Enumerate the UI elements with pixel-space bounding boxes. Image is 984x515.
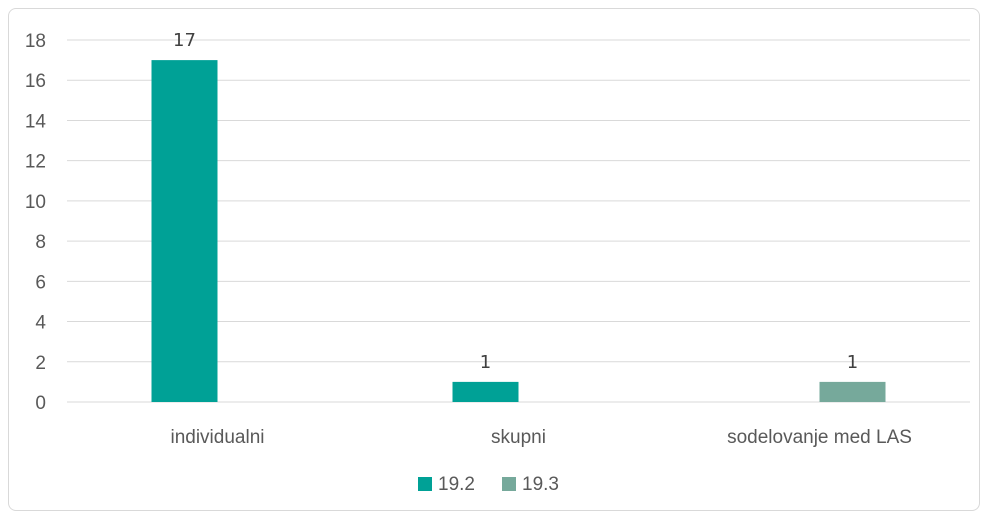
y-tick-label: 14 (25, 111, 47, 132)
y-tick-label: 16 (25, 71, 46, 92)
y-tick-label: 4 (35, 313, 46, 334)
y-tick-label: 18 (25, 31, 46, 52)
data-label: 1 (480, 352, 491, 373)
legend-swatch (502, 477, 516, 491)
data-label: 17 (173, 30, 196, 51)
y-tick-label: 10 (25, 192, 46, 213)
data-label: 1 (847, 352, 858, 373)
y-tick-label: 0 (35, 393, 46, 414)
y-tick-label: 6 (35, 272, 46, 293)
y-tick-label: 2 (35, 353, 46, 374)
y-tick-label: 12 (25, 152, 46, 173)
bar-19-2 (452, 381, 519, 402)
legend-swatch (418, 477, 432, 491)
y-tick-label: 8 (35, 232, 46, 253)
legend-label: 19.2 (438, 474, 475, 495)
category-label: sodelovanje med LAS (727, 427, 912, 448)
bar-19-2 (151, 60, 218, 402)
category-label: skupni (491, 427, 546, 448)
legend-label: 19.3 (522, 474, 559, 495)
bar-19-3 (819, 381, 886, 402)
category-label: individualni (170, 427, 264, 448)
